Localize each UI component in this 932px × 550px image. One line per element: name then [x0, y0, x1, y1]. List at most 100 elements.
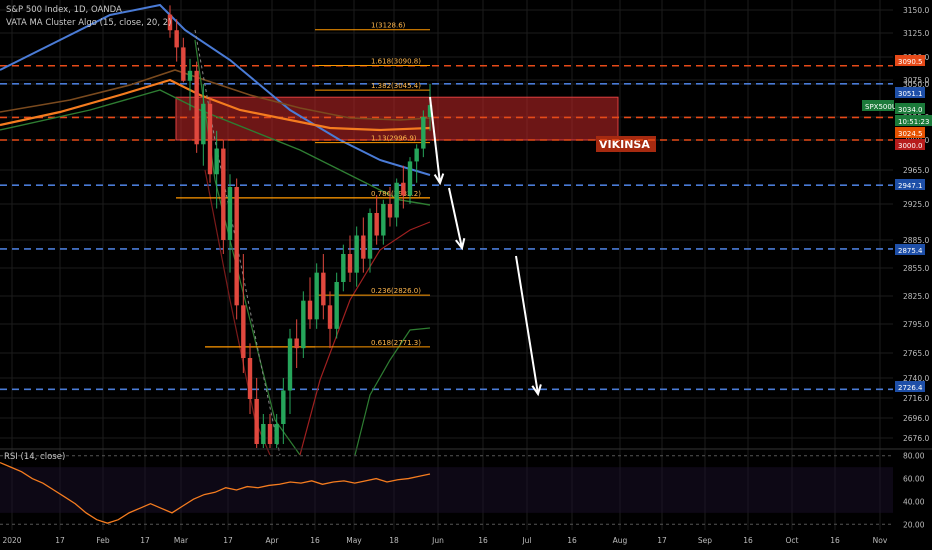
candle-body	[241, 305, 246, 358]
x-tick-label: Oct	[786, 536, 799, 545]
arrow-shaft	[515, 255, 539, 395]
candle-body	[227, 187, 233, 240]
rsi-tick-label: 80.00	[903, 452, 925, 461]
price-tag-label: 2947.1	[898, 182, 923, 190]
rsi-title: RSI (14, close)	[4, 452, 66, 462]
candle-body	[167, 14, 173, 31]
price-tag	[895, 103, 925, 114]
y-tick-label: 3150.0	[903, 6, 929, 15]
fib-label: 0.236(2826.0)	[371, 287, 421, 295]
x-tick-label: 17	[223, 536, 233, 545]
y-tick-label: 2696.0	[903, 414, 929, 423]
y-tick-label: 2676.0	[903, 434, 929, 443]
price-tag	[895, 139, 925, 150]
price-tag-label: 3051.1	[898, 90, 923, 98]
fib-label: 1.618(3090.8)	[371, 57, 421, 65]
rsi-tick-label: 20.00	[903, 520, 925, 529]
candle-body	[174, 30, 179, 48]
candle-body	[221, 148, 226, 240]
candle-body	[414, 148, 419, 162]
y-tick-label: 3125.0	[903, 29, 929, 38]
y-tick-label: 2825.0	[903, 292, 929, 301]
candle-body	[361, 235, 366, 259]
price-tag-label: 10:51:23	[898, 118, 929, 126]
candle-body	[287, 338, 293, 391]
price-tag-label: 3000.0	[898, 142, 923, 150]
fib-label: 1.382(3045.4)	[371, 82, 421, 90]
y-tick-label: 2855.0	[903, 264, 929, 273]
x-tick-label: 16	[567, 536, 577, 545]
candle-body	[334, 282, 339, 329]
ma-brown	[0, 69, 431, 121]
x-tick-label: 17	[55, 536, 65, 545]
candle-body	[367, 213, 373, 259]
candle-body	[394, 182, 399, 218]
y-tick-label: 2965.0	[903, 166, 929, 175]
x-tick-label: Jul	[521, 536, 531, 545]
price-tag	[895, 87, 925, 98]
candle-body	[281, 390, 286, 424]
x-tick-label: 16	[743, 536, 753, 545]
candle-body	[247, 358, 253, 399]
price-tag	[895, 115, 932, 126]
band-green-right	[354, 327, 431, 456]
x-tick-label: 17	[140, 536, 150, 545]
price-tag-label: SPX500USD	[865, 103, 907, 111]
x-tick-label: 16	[310, 536, 320, 545]
x-tick-label: 18	[389, 536, 399, 545]
candle-body	[201, 103, 206, 145]
price-tag	[895, 381, 925, 392]
x-tick-label: 17	[657, 536, 667, 545]
candle-body	[301, 300, 306, 349]
x-tick-label: 16	[478, 536, 488, 545]
candle-body	[374, 213, 379, 236]
price-tag	[862, 100, 894, 111]
arrow-shaft	[429, 96, 441, 184]
resistance-zone	[175, 96, 619, 141]
candle-body	[401, 182, 406, 196]
price-tag	[895, 244, 925, 255]
y-tick-label: 2795.0	[903, 320, 929, 329]
indicator-title: VATA MA Cluster Algo (15, close, 20, 2)	[6, 18, 172, 28]
candle-body	[341, 254, 346, 282]
x-tick-label: 16	[830, 536, 840, 545]
candle-body	[294, 338, 299, 349]
y-tick-label: 2925.0	[903, 200, 929, 209]
candle-body	[207, 103, 213, 175]
price-tag-label: 3024.5	[898, 130, 923, 138]
arrow-head	[455, 238, 466, 251]
price-tag	[895, 127, 925, 138]
candle-body	[387, 204, 393, 218]
candle-body	[267, 424, 273, 444]
arrow-head	[531, 384, 542, 397]
band-gray	[194, 29, 281, 456]
rsi-tick-label: 60.00	[903, 475, 925, 484]
y-tick-label: 2716.0	[903, 394, 929, 403]
x-tick-label: May	[346, 536, 362, 545]
candle-body	[181, 47, 186, 81]
zone-label: VIKINSA	[599, 138, 650, 151]
price-tag-label: 3090.5	[898, 58, 923, 66]
x-tick-label: Apr	[266, 536, 280, 545]
candle-body	[274, 424, 279, 444]
fib-label: 1(3128.6)	[371, 22, 406, 30]
rsi-tick-label: 40.00	[903, 497, 925, 506]
candle-body	[307, 300, 313, 320]
ma-orange	[0, 78, 431, 132]
price-tag-label: 3034.0	[898, 106, 923, 114]
rsi-band	[0, 467, 893, 513]
x-tick-label: Aug	[613, 536, 628, 545]
candle-body	[261, 424, 266, 444]
y-tick-label: 3075.0	[903, 76, 929, 85]
x-tick-label: Jun	[431, 536, 444, 545]
candle-body	[407, 161, 413, 196]
candle-body	[194, 70, 199, 145]
candle-body	[427, 105, 433, 117]
y-tick-label: 3050.0	[903, 80, 929, 89]
symbol-title: S&P 500 Index, 1D, OANDA	[6, 5, 122, 15]
x-tick-label: Feb	[96, 536, 110, 545]
fib-label: 1.13(2996.9)	[371, 135, 417, 143]
x-tick-label: Sep	[698, 536, 712, 545]
candle-body	[381, 204, 386, 236]
